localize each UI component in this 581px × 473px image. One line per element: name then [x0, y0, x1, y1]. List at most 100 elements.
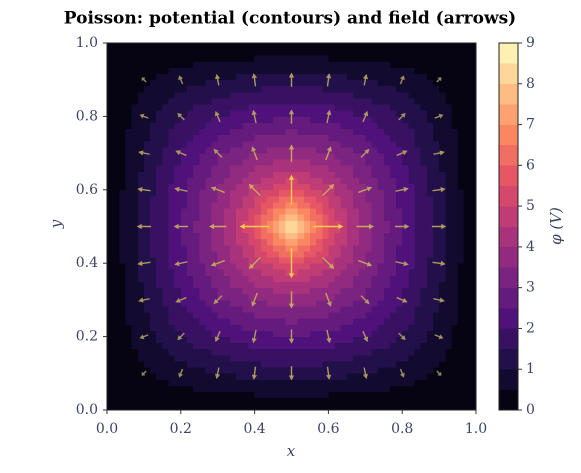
contour-cell: [279, 250, 286, 258]
contour-cell: [316, 153, 323, 160]
contour-cell: [297, 43, 305, 50]
contour-cell: [266, 306, 274, 313]
contour-cell: [371, 214, 378, 221]
contour-cell: [371, 177, 378, 185]
contour-cell: [254, 250, 262, 258]
contour-cell: [131, 43, 139, 50]
contour-cell: [445, 269, 452, 276]
contour-cell: [457, 134, 465, 142]
contour-cell: [408, 134, 415, 142]
contour-cell: [445, 244, 452, 252]
contour-cell: [451, 110, 458, 117]
contour-cell: [414, 330, 422, 337]
contour-cell: [303, 287, 311, 295]
contour-cell: [346, 128, 354, 136]
field-arrow: [398, 332, 406, 341]
contour-cell: [402, 146, 409, 154]
contour-cell: [353, 324, 360, 331]
contour-cell: [217, 238, 225, 246]
contour-cell: [199, 208, 206, 215]
contour-cell: [125, 361, 132, 368]
contour-cell: [451, 232, 458, 240]
contour-cell: [150, 116, 157, 123]
contour-cell: [340, 177, 348, 185]
contour-cell: [359, 214, 366, 221]
contour-cell: [469, 354, 477, 362]
contour-cell: [156, 250, 163, 258]
contour-cell: [389, 336, 397, 344]
contour-cell: [113, 263, 120, 270]
contour-cell: [377, 385, 385, 393]
contour-cell: [137, 104, 145, 111]
contour-cell: [334, 85, 342, 93]
contour-cell: [125, 189, 132, 197]
contour-cell: [346, 238, 354, 246]
contour-cell: [156, 79, 163, 87]
contour-cell: [119, 110, 126, 117]
quiver: [136, 72, 447, 381]
contour-cell: [340, 238, 348, 246]
contour-cell: [432, 361, 440, 368]
contour-cell: [309, 61, 317, 68]
contour-cell: [359, 324, 366, 331]
contour-cell: [328, 312, 335, 319]
contour-cell: [346, 361, 354, 368]
contour-cell: [383, 330, 391, 337]
contour-cell: [156, 202, 163, 209]
contour-cell: [439, 397, 446, 405]
contour-cell: [303, 183, 311, 191]
contour-cell: [285, 257, 292, 264]
contour-cell: [254, 171, 262, 178]
contour-cell: [254, 146, 262, 154]
contour-cell: [451, 134, 458, 142]
contour-cell: [414, 348, 422, 356]
contour-cell: [217, 85, 225, 93]
contour-cell: [273, 202, 280, 209]
contour-cell: [230, 330, 237, 337]
contour-cell: [377, 195, 385, 203]
contour-cell: [236, 171, 243, 178]
contour-cell: [107, 171, 114, 178]
contour-cell: [439, 43, 446, 50]
contour-cell: [469, 263, 477, 270]
contour-cell: [439, 306, 446, 313]
contour-cell: [328, 49, 335, 56]
contour-cell: [328, 275, 335, 282]
contour-cell: [389, 208, 397, 215]
contour-cell: [211, 214, 219, 221]
contour-cell: [205, 208, 212, 215]
contour-cell: [396, 348, 403, 356]
contour-cell: [408, 403, 415, 411]
contour-cell: [193, 342, 200, 350]
contour-cell: [119, 208, 126, 215]
contour-cell: [248, 330, 255, 337]
contour-cell: [322, 134, 329, 142]
contour-cell: [371, 391, 378, 399]
contour-cell: [359, 336, 366, 344]
contour-cell: [426, 202, 434, 209]
contour-cell: [248, 73, 255, 81]
contour-cell: [309, 202, 317, 209]
contour-cell: [334, 202, 342, 209]
contour-cell: [137, 116, 145, 123]
contour-cell: [340, 55, 348, 62]
contour-cell: [432, 318, 440, 325]
contour-cell: [346, 379, 354, 386]
contour-cell: [432, 238, 440, 246]
contour-cell: [168, 202, 176, 209]
contour-cell: [131, 336, 139, 344]
contour-cell: [457, 104, 465, 111]
contour-cell: [217, 269, 225, 276]
contour-cell: [389, 202, 397, 209]
contour-cell: [439, 85, 446, 93]
contour-cell: [322, 299, 329, 307]
field-arrow: [251, 329, 257, 344]
contour-cell: [242, 391, 249, 399]
contour-cell: [180, 43, 188, 50]
contour-cell: [168, 287, 176, 295]
contour-cell: [340, 189, 348, 197]
contour-cell: [439, 257, 446, 264]
contour-cell: [402, 98, 409, 105]
contour-cell: [402, 116, 409, 123]
contour-cell: [211, 85, 219, 93]
